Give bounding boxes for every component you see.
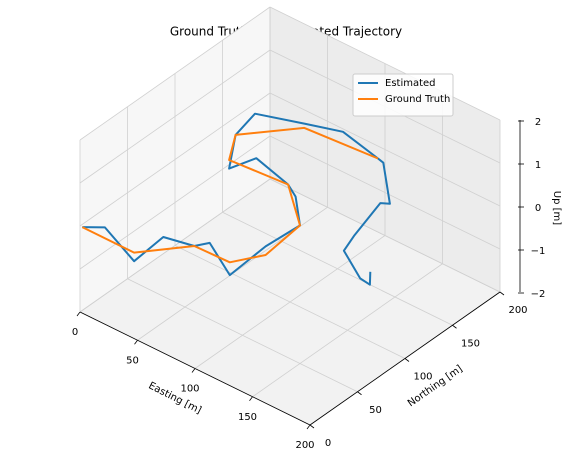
legend-label: Estimated [385, 78, 436, 89]
y-axis-label: Northing [m] [406, 363, 465, 409]
y-tick-label: 200 [508, 305, 527, 316]
tick-mark [404, 358, 410, 362]
z-tick-label: 0 [535, 203, 541, 214]
grid-line [79, 135, 271, 270]
grid-line [174, 245, 406, 359]
y-tick-label: 150 [461, 338, 480, 349]
trajectory-line [81, 126, 379, 264]
y-tick-label: 0 [325, 438, 331, 449]
grid-line [79, 6, 271, 141]
axis-line [79, 311, 311, 426]
grid-line [79, 178, 271, 313]
trajectory-line [82, 112, 391, 286]
z-tick-label: −2 [531, 289, 546, 300]
tick-mark [452, 324, 457, 329]
tick-mark [191, 368, 196, 373]
y-tick-label: 50 [369, 405, 382, 416]
z-tick-label: 2 [535, 117, 541, 128]
tick-mark [309, 424, 315, 429]
z-tick-label: 1 [535, 160, 541, 171]
grid-line [79, 92, 271, 227]
grid-line [269, 178, 501, 293]
tick-mark [134, 340, 138, 345]
legend-box [352, 73, 454, 117]
x-tick-label: 150 [238, 412, 257, 423]
x-tick-label: 0 [72, 327, 78, 338]
grid-line [269, 92, 501, 207]
grid-line [127, 278, 358, 393]
y-tick-label: 100 [413, 372, 432, 383]
grid-line [269, 135, 501, 250]
x-tick-label: 200 [295, 440, 314, 449]
grid-line [79, 49, 271, 184]
legend: Estimated Ground Truth [352, 73, 454, 117]
x-tick-label: 100 [180, 384, 199, 395]
x-tick-label: 50 [126, 355, 139, 366]
tick-mark [76, 311, 81, 317]
tick-mark [357, 391, 362, 396]
tick-mark [306, 424, 311, 430]
grid-line [222, 211, 453, 326]
grid-line [269, 6, 501, 121]
tick-mark [249, 396, 253, 401]
legend-label: Ground Truth [385, 94, 450, 105]
axis-line [309, 291, 501, 426]
z-axis-label: Up [m] [551, 191, 562, 225]
tick-mark [499, 291, 505, 296]
z-tick-label: −1 [531, 246, 546, 257]
